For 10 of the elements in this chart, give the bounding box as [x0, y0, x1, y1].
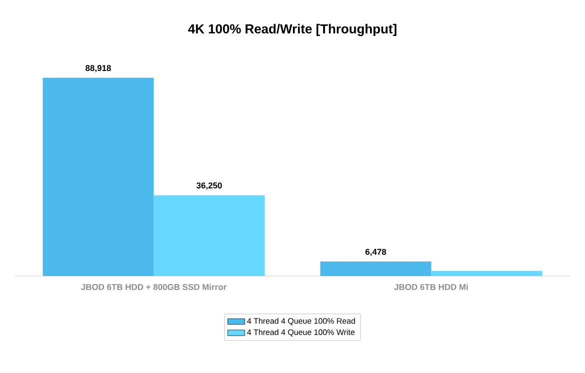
bar [42, 78, 154, 276]
bar [320, 262, 432, 276]
bar [431, 270, 542, 276]
x-tick-label: JBOD 6TB HDD Mi [394, 284, 468, 290]
bar [154, 195, 265, 276]
data-label: 6,478 [365, 248, 386, 256]
x-tick-label: JBOD 6TB HDD + 800GB SSD Mirror [81, 284, 226, 290]
chart-title: 4K 100% Read/Write [Throughput] [188, 24, 396, 36]
data-label: 36,250 [196, 182, 222, 190]
data-label: 88,918 [86, 65, 111, 72]
